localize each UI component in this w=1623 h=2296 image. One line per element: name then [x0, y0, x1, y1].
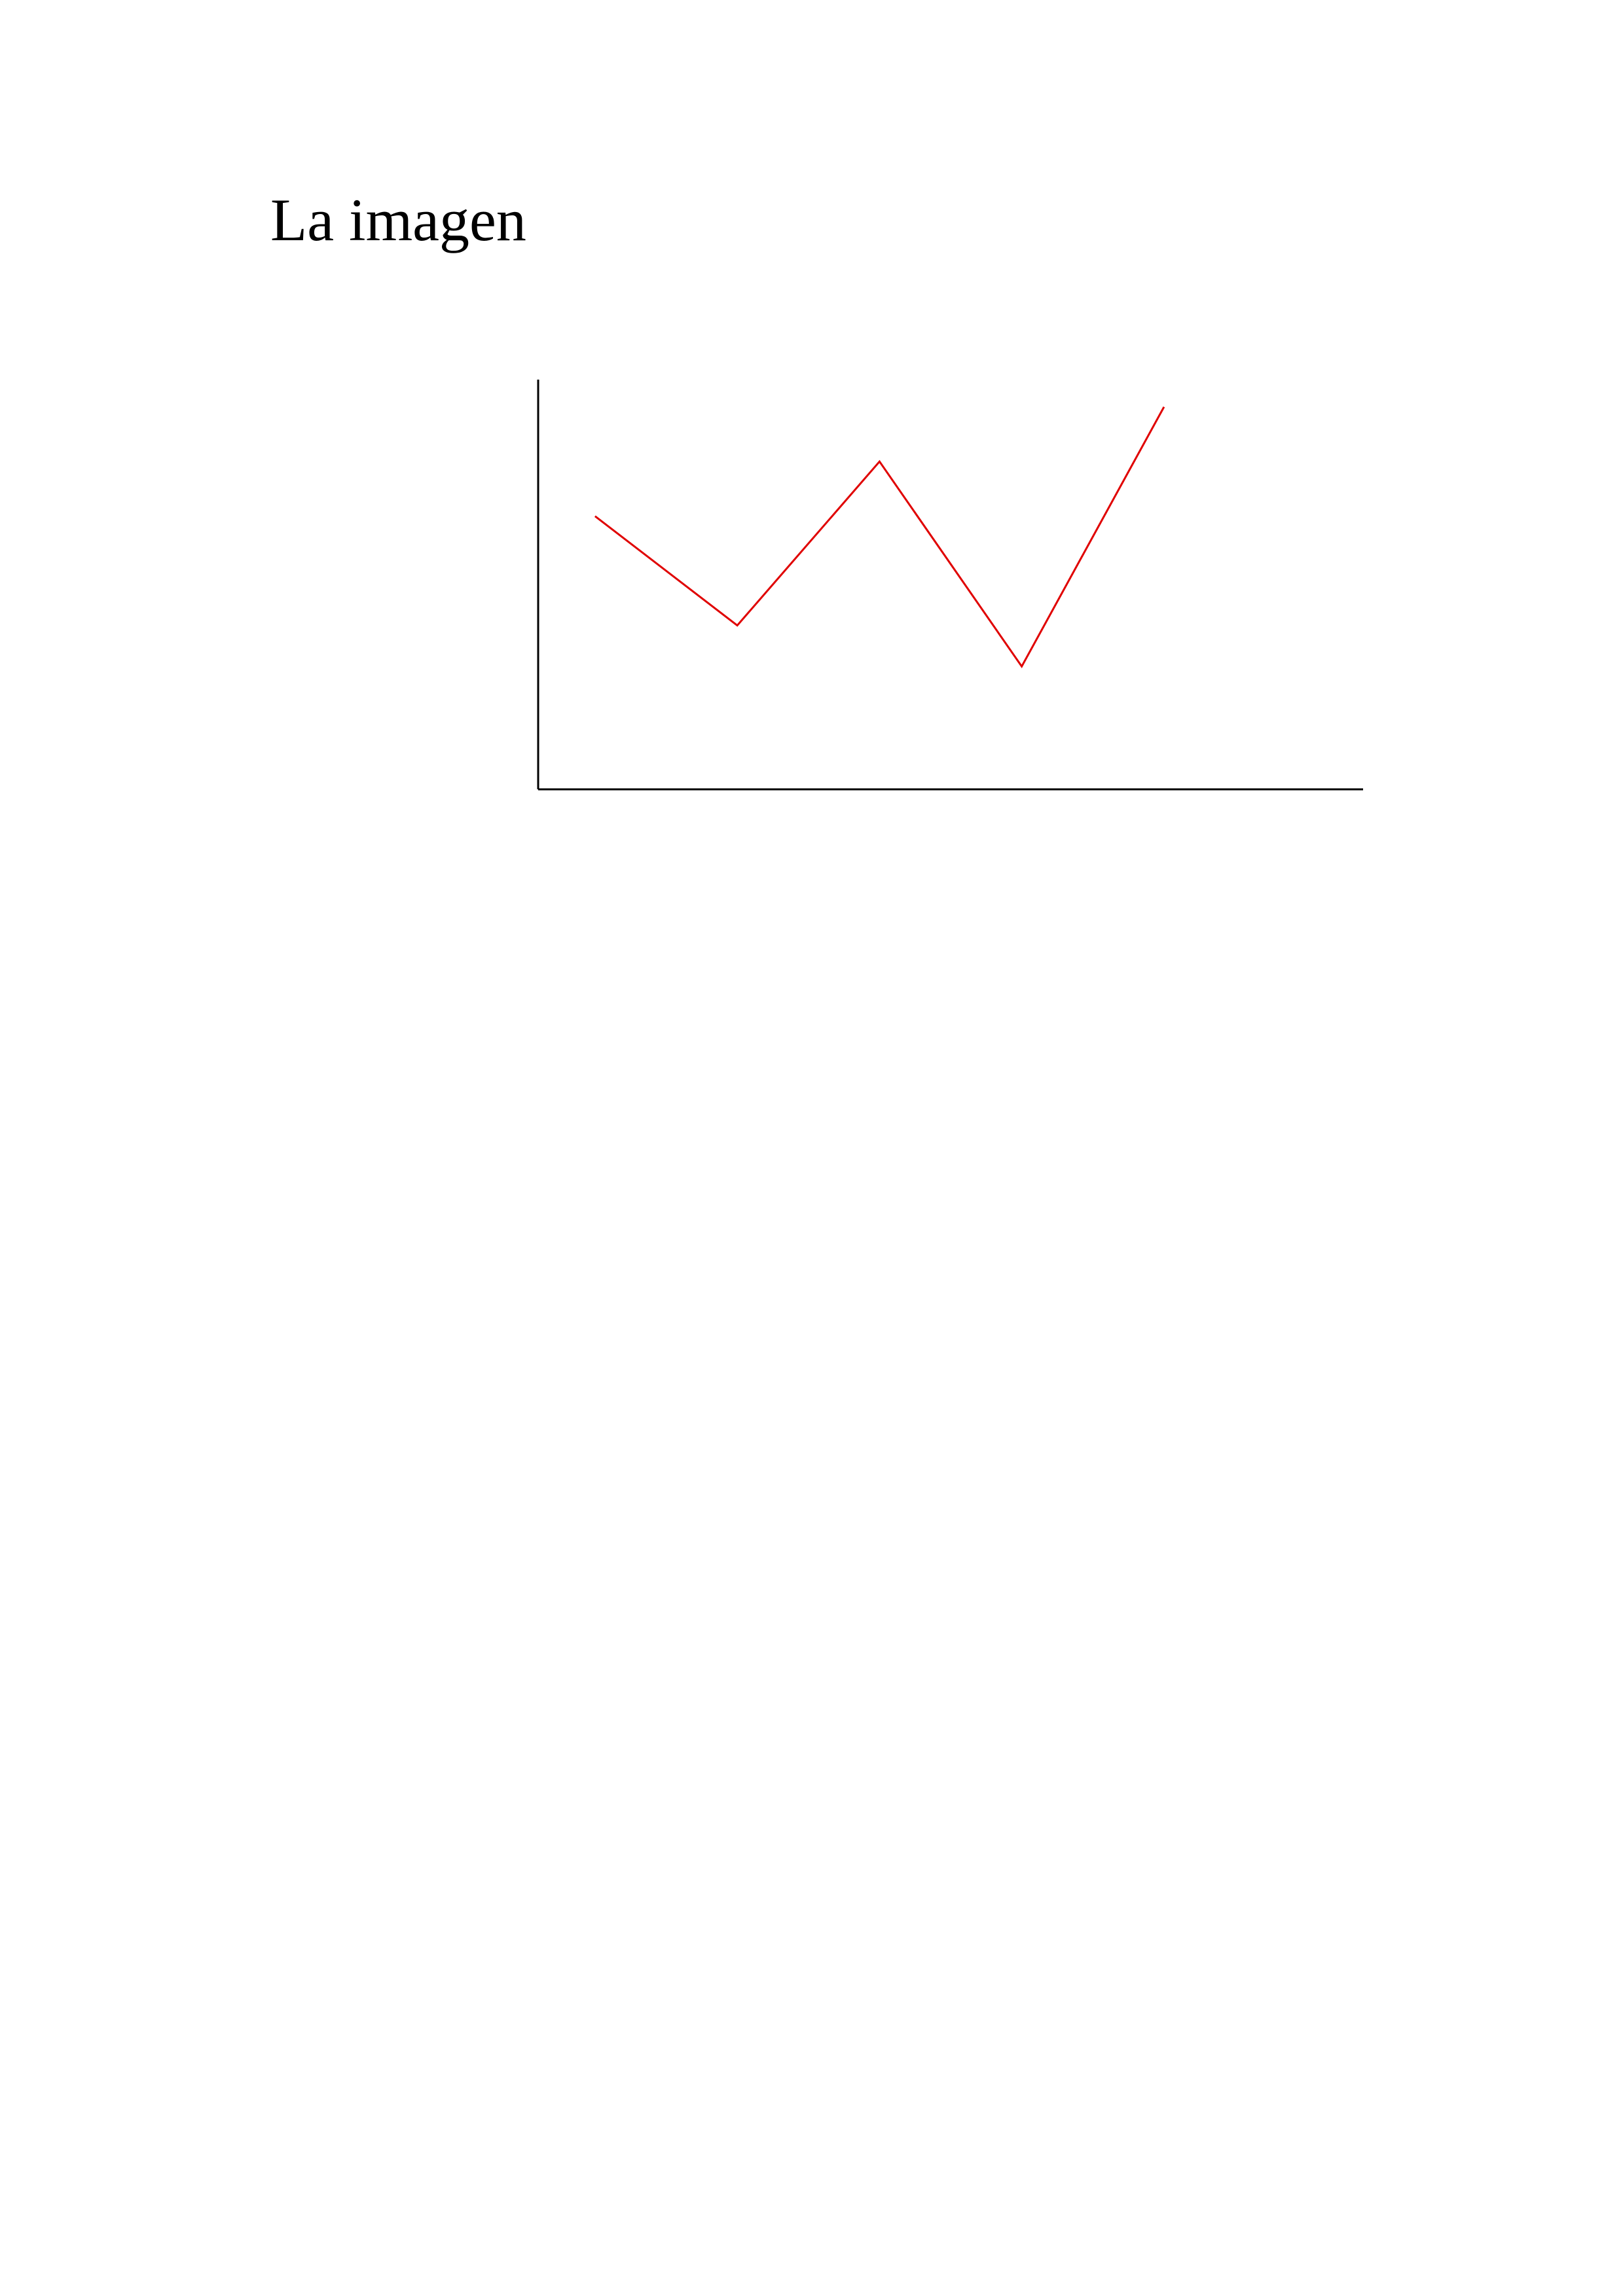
page-title: La imagen — [270, 187, 526, 253]
series-line — [594, 406, 1165, 669]
line-chart-figure — [537, 380, 1368, 798]
line-chart — [537, 380, 1363, 791]
